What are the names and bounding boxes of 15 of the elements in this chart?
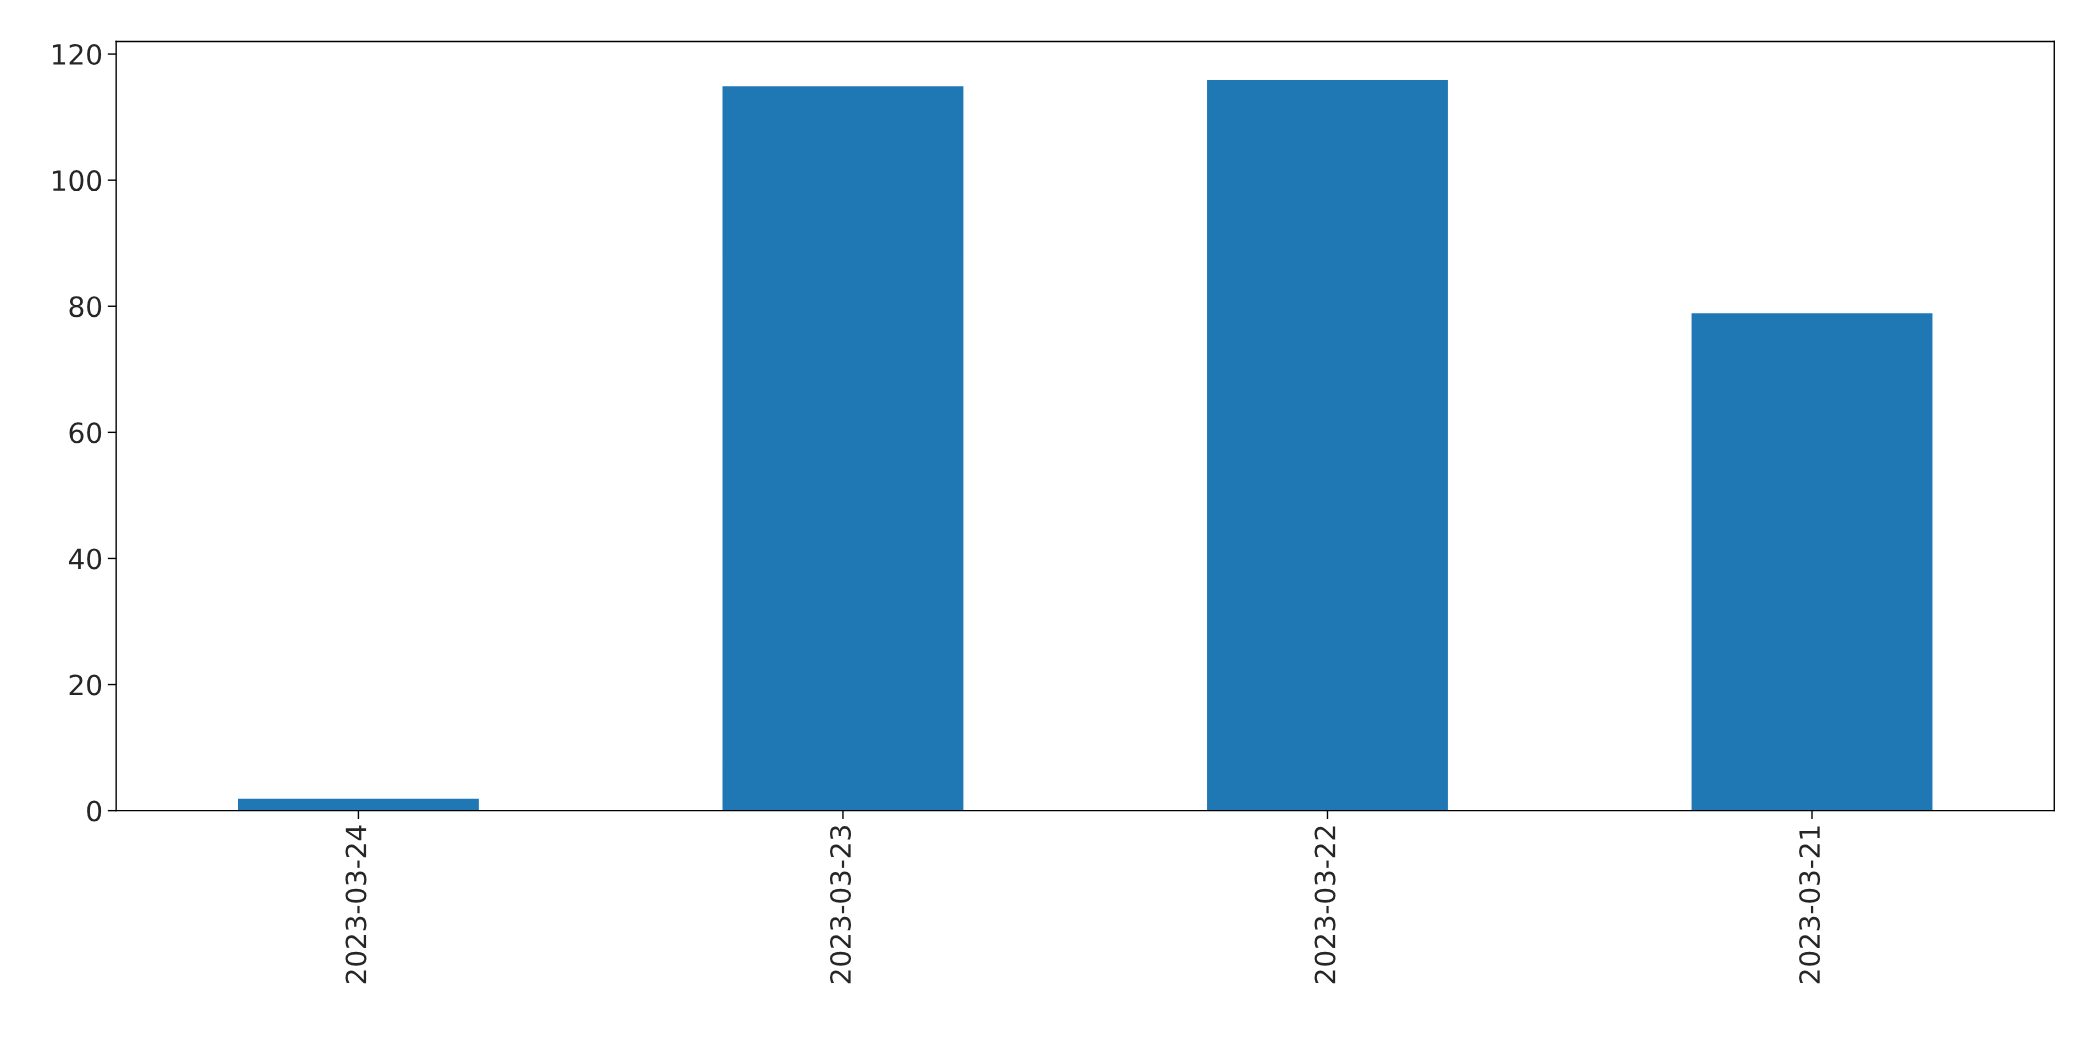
bar — [1205, 78, 1450, 811]
y-tick-label: 120 — [53, 44, 102, 66]
y-tick-label: 60 — [69, 422, 102, 444]
y-tick-label: 100 — [53, 170, 102, 192]
bar — [721, 84, 965, 811]
y-tick-label: 20 — [69, 674, 102, 696]
y-tick-label: 0 — [87, 800, 102, 822]
x-tick-label: 2023-03-23 — [830, 826, 852, 984]
y-tick-label: 80 — [69, 296, 102, 318]
y-tick-label: 40 — [68, 548, 102, 570]
x-tick-label: 2023-03-21 — [1799, 826, 1821, 984]
bar — [236, 797, 481, 811]
x-tick-label: 2023-03-24 — [345, 825, 367, 984]
bar — [1690, 311, 1934, 811]
x-tick-label: 2023-03-22 — [1314, 826, 1336, 984]
